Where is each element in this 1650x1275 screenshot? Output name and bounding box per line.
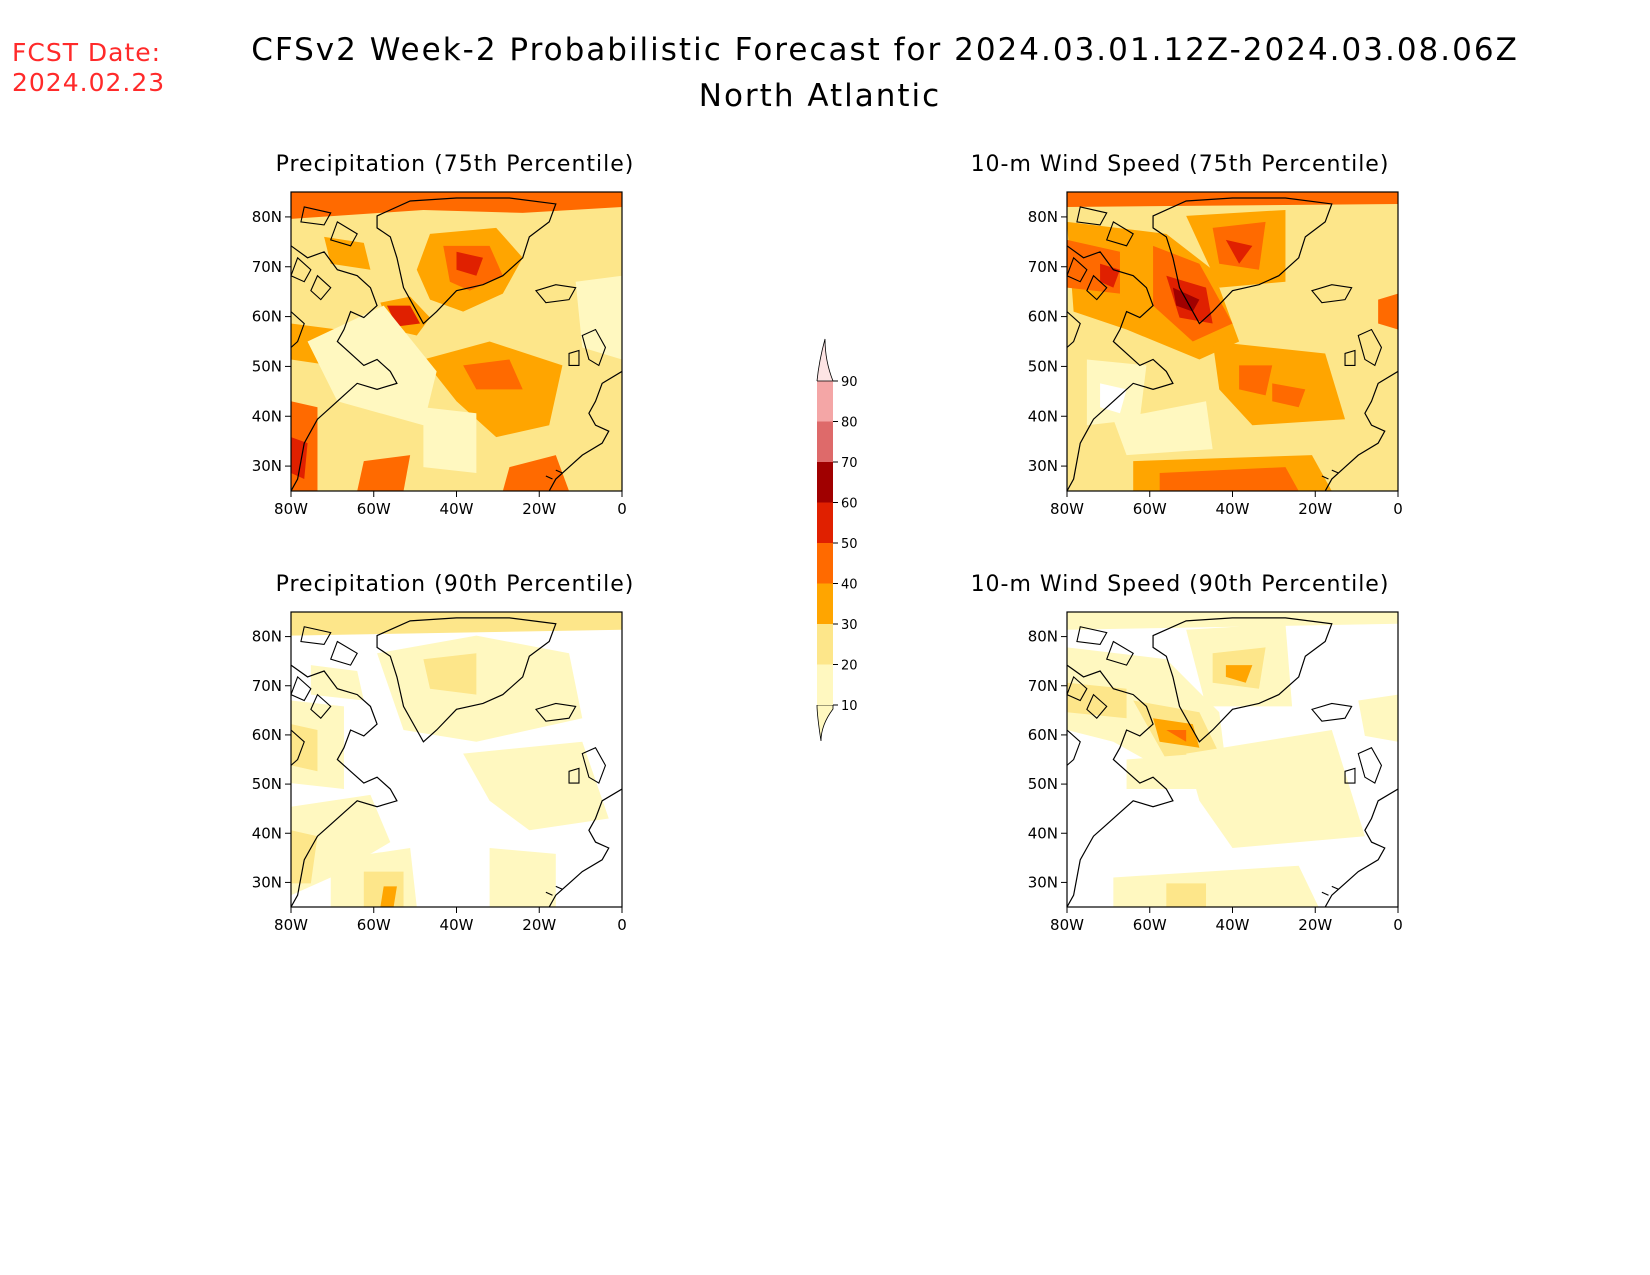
lat-tick-label: 70N — [1028, 677, 1058, 695]
colorbar-segment — [817, 664, 833, 705]
lat-tick-label: 60N — [1028, 726, 1058, 744]
lon-tick-label: 80W — [1050, 500, 1084, 518]
colorbar-segment — [817, 462, 833, 503]
lat-tick-label: 60N — [252, 308, 282, 326]
colorbar-upper-extension — [816, 338, 834, 382]
lat-tick-label: 70N — [252, 258, 282, 276]
forecast-date-block: FCST Date: 2024.02.23 — [12, 38, 165, 98]
lat-tick-label: 80N — [1028, 208, 1058, 226]
lon-tick-label: 80W — [1050, 916, 1084, 934]
lon-tick-label: 80W — [274, 916, 308, 934]
panel-title-precip90: Precipitation (90th Percentile) — [275, 572, 635, 597]
lon-tick-label: 80W — [274, 500, 308, 518]
lon-tick-label: 60W — [357, 916, 391, 934]
colorbar-segment — [817, 543, 833, 584]
lat-tick-label: 50N — [252, 357, 282, 375]
colorbar-label: 80 — [841, 416, 858, 431]
colorbar-label: 10 — [841, 699, 858, 714]
lon-tick-label: 0 — [1393, 916, 1403, 934]
forecast-date-label: FCST Date: — [12, 38, 162, 67]
lat-tick-label: 70N — [252, 677, 282, 695]
lat-tick-label: 70N — [1028, 258, 1058, 276]
colorbar-label: 30 — [841, 618, 858, 633]
axis-ticks: 80N 70N 60N 50N 40N 30N 80W 60W 40W 20W 0 80N 70N 60N… — [252, 208, 1403, 934]
lat-tick-label: 40N — [1028, 824, 1058, 842]
lon-tick-label: 0 — [617, 916, 627, 934]
lat-tick-label: 30N — [1028, 457, 1058, 475]
lat-tick-label: 50N — [252, 775, 282, 793]
colorbar-segment — [817, 421, 833, 462]
lat-tick-label: 50N — [1028, 357, 1058, 375]
lat-tick-label: 40N — [252, 407, 282, 425]
lon-tick-label: 40W — [440, 916, 474, 934]
panel-wind75 — [1066, 191, 1399, 492]
lon-tick-label: 40W — [440, 500, 474, 518]
colorbar: 10 20 30 40 50 60 70 80 90 — [816, 338, 858, 742]
colorbar-lower-extension — [816, 704, 834, 742]
lon-tick-label: 20W — [522, 916, 556, 934]
colorbar-label: 40 — [841, 578, 858, 593]
panel-title-wind90: 10-m Wind Speed (90th Percentile) — [970, 572, 1390, 597]
panel-precip75 — [290, 191, 623, 492]
panel-title-precip75: Precipitation (75th Percentile) — [275, 152, 635, 177]
lon-tick-label: 0 — [617, 500, 627, 518]
colorbar-segment — [817, 624, 833, 665]
lon-tick-label: 20W — [1298, 500, 1332, 518]
lat-tick-label: 40N — [1028, 407, 1058, 425]
panel-precip90 — [290, 611, 623, 908]
lon-tick-label: 0 — [1393, 500, 1403, 518]
colorbar-segment — [817, 502, 833, 543]
lat-tick-label: 30N — [1028, 873, 1058, 891]
lat-tick-label: 80N — [252, 628, 282, 646]
lon-tick-label: 20W — [1298, 916, 1332, 934]
panel-wind90 — [1066, 611, 1399, 908]
colorbar-label: 70 — [841, 456, 858, 471]
region-subtitle: North Atlantic — [698, 78, 942, 114]
lon-tick-label: 40W — [1216, 916, 1250, 934]
lat-tick-label: 60N — [1028, 308, 1058, 326]
forecast-date-value: 2024.02.23 — [12, 68, 166, 97]
page-title: CFSv2 Week-2 Probabilistic Forecast for … — [251, 32, 1519, 68]
lat-tick-label: 30N — [252, 873, 282, 891]
lat-tick-label: 80N — [252, 208, 282, 226]
lat-tick-label: 50N — [1028, 775, 1058, 793]
lon-tick-label: 60W — [357, 500, 391, 518]
lon-tick-label: 60W — [1133, 916, 1167, 934]
colorbar-segment — [817, 583, 833, 624]
colorbar-label: 20 — [841, 659, 858, 674]
lon-tick-label: 40W — [1216, 500, 1250, 518]
lon-tick-label: 60W — [1133, 500, 1167, 518]
lon-tick-label: 20W — [522, 500, 556, 518]
colorbar-label: 50 — [841, 537, 858, 552]
panel-title-wind75: 10-m Wind Speed (75th Percentile) — [970, 152, 1390, 177]
lat-tick-label: 30N — [252, 457, 282, 475]
colorbar-label: 90 — [841, 375, 858, 390]
lat-tick-label: 40N — [252, 824, 282, 842]
colorbar-label: 60 — [841, 497, 858, 512]
colorbar-segment — [817, 381, 833, 422]
lat-tick-label: 60N — [252, 726, 282, 744]
lat-tick-label: 80N — [1028, 628, 1058, 646]
